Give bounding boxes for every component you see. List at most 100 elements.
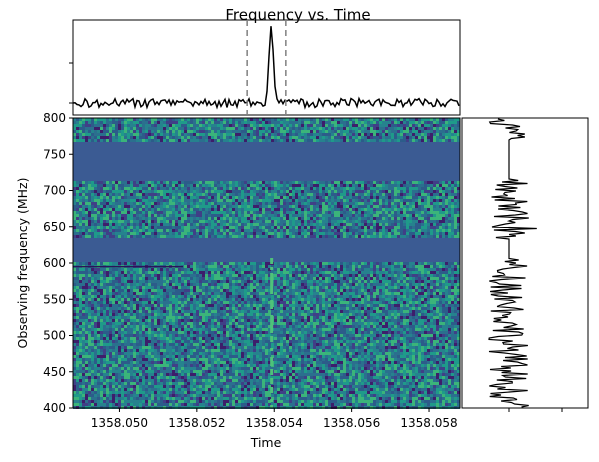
heatmap-cell xyxy=(166,283,169,286)
heatmap-cell xyxy=(214,286,217,289)
heatmap-cell xyxy=(187,292,190,295)
heatmap-cell xyxy=(448,133,451,136)
heatmap-cell xyxy=(373,217,376,220)
heatmap-cell xyxy=(364,220,367,223)
heatmap-cell xyxy=(202,232,205,235)
heatmap-cell xyxy=(427,187,430,190)
heatmap-cell xyxy=(151,136,154,139)
heatmap-cell xyxy=(334,292,337,295)
heatmap-cell xyxy=(295,181,298,184)
heatmap-cell xyxy=(454,214,457,217)
heatmap-cell xyxy=(103,286,106,289)
heatmap-cell xyxy=(85,187,88,190)
heatmap-cell xyxy=(274,214,277,217)
heatmap-cell xyxy=(265,202,268,205)
heatmap-cell xyxy=(334,127,337,130)
heatmap-cell xyxy=(331,289,334,292)
heatmap-cell xyxy=(139,295,142,298)
heatmap-cell xyxy=(199,211,202,214)
heatmap-cell xyxy=(274,235,277,238)
heatmap-cell xyxy=(325,190,328,193)
heatmap-cell xyxy=(250,208,253,211)
heatmap-cell xyxy=(178,289,181,292)
heatmap-cell xyxy=(331,268,334,271)
heatmap-cell xyxy=(334,208,337,211)
heatmap-cell xyxy=(418,229,421,232)
heatmap-cell xyxy=(142,283,145,286)
heatmap-cell xyxy=(187,274,190,277)
heatmap-cell xyxy=(400,130,403,133)
heatmap-cell xyxy=(310,190,313,193)
heatmap-cell xyxy=(136,184,139,187)
heatmap-cell xyxy=(274,187,277,190)
heatmap-cell xyxy=(187,208,190,211)
heatmap-cell xyxy=(337,289,340,292)
heatmap-cell xyxy=(307,181,310,184)
heatmap-cell xyxy=(181,196,184,199)
heatmap-cell xyxy=(403,220,406,223)
heatmap-cell xyxy=(307,223,310,226)
heatmap-cell xyxy=(73,199,76,202)
heatmap-cell xyxy=(109,133,112,136)
heatmap-cell xyxy=(304,130,307,133)
heatmap-cell xyxy=(301,289,304,292)
heatmap-cell xyxy=(214,136,217,139)
heatmap-cell xyxy=(223,292,226,295)
heatmap-cell xyxy=(400,220,403,223)
heatmap-cell xyxy=(367,184,370,187)
heatmap-cell xyxy=(295,196,298,199)
heatmap-cell xyxy=(358,121,361,124)
heatmap-cell xyxy=(199,295,202,298)
heatmap-cell xyxy=(211,139,214,142)
heatmap-cell xyxy=(148,136,151,139)
heatmap-cell xyxy=(94,280,97,283)
heatmap-cell xyxy=(433,271,436,274)
heatmap-cell xyxy=(127,229,130,232)
heatmap-cell xyxy=(127,217,130,220)
heatmap-cell xyxy=(346,232,349,235)
heatmap-cell xyxy=(190,292,193,295)
heatmap-cell xyxy=(382,133,385,136)
heatmap-cell xyxy=(442,133,445,136)
heatmap-cell xyxy=(331,277,334,280)
heatmap-cell xyxy=(349,292,352,295)
heatmap-cell xyxy=(121,181,124,184)
heatmap-cell xyxy=(241,292,244,295)
heatmap-cell xyxy=(370,274,373,277)
heatmap-cell xyxy=(202,196,205,199)
heatmap-cell xyxy=(238,136,241,139)
heatmap-cell xyxy=(103,235,106,238)
heatmap-cell xyxy=(151,235,154,238)
heatmap-cell xyxy=(97,133,100,136)
heatmap-cell xyxy=(283,187,286,190)
heatmap-cell xyxy=(304,121,307,124)
heatmap-cell xyxy=(412,202,415,205)
heatmap-cell xyxy=(382,265,385,268)
heatmap-cell xyxy=(247,187,250,190)
heatmap-cell xyxy=(247,214,250,217)
heatmap-cell xyxy=(430,262,433,265)
heatmap-cell xyxy=(448,124,451,127)
heatmap-cell xyxy=(439,274,442,277)
heatmap-cell xyxy=(85,139,88,142)
heatmap-cell xyxy=(415,190,418,193)
heatmap-cell xyxy=(286,277,289,280)
heatmap-cell xyxy=(454,121,457,124)
heatmap-cell xyxy=(262,223,265,226)
heatmap-cell xyxy=(193,124,196,127)
heatmap-cell xyxy=(187,277,190,280)
heatmap-cell xyxy=(343,235,346,238)
heatmap-cell xyxy=(223,193,226,196)
heatmap-cell xyxy=(433,184,436,187)
heatmap-cell xyxy=(301,226,304,229)
heatmap-cell xyxy=(139,136,142,139)
heatmap-cell xyxy=(139,220,142,223)
heatmap-cell xyxy=(319,199,322,202)
heatmap-cell xyxy=(352,130,355,133)
heatmap-cell xyxy=(175,217,178,220)
heatmap-cell xyxy=(166,181,169,184)
heatmap-cell xyxy=(169,286,172,289)
heatmap-cell xyxy=(442,118,445,121)
heatmap-cell xyxy=(394,286,397,289)
heatmap-cell xyxy=(442,280,445,283)
